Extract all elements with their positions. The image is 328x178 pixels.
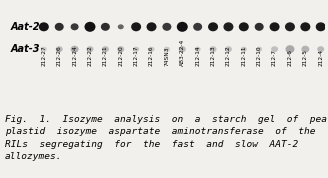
Text: 212-14: 212-14 [195,45,200,66]
Ellipse shape [131,22,141,31]
Ellipse shape [39,22,49,31]
Ellipse shape [255,23,264,31]
Ellipse shape [241,47,247,52]
Ellipse shape [239,22,249,31]
Text: 212-6: 212-6 [287,49,293,66]
Ellipse shape [195,47,201,52]
Text: AB3-22-4: AB3-22-4 [180,38,185,66]
Ellipse shape [71,46,79,53]
Ellipse shape [179,46,186,52]
Ellipse shape [193,23,202,31]
Ellipse shape [301,46,309,53]
Text: 212-22: 212-22 [88,45,92,66]
Ellipse shape [133,47,139,52]
Ellipse shape [85,22,95,32]
Text: Aat-2: Aat-2 [11,22,40,32]
Ellipse shape [55,23,64,31]
Ellipse shape [71,23,79,30]
Ellipse shape [208,22,218,31]
Text: 212-13: 212-13 [211,45,215,66]
Ellipse shape [270,22,279,31]
Text: 212-26: 212-26 [57,45,62,66]
Ellipse shape [271,46,278,52]
Ellipse shape [225,46,232,52]
Ellipse shape [87,46,93,52]
Text: 74SN3: 74SN3 [164,46,169,66]
Ellipse shape [147,22,156,31]
Ellipse shape [317,46,324,52]
Ellipse shape [162,23,172,31]
Ellipse shape [164,47,170,52]
Ellipse shape [101,23,110,31]
Text: 212-12: 212-12 [226,45,231,66]
Text: 212-5: 212-5 [303,49,308,66]
Text: 212-20: 212-20 [118,45,123,66]
Ellipse shape [177,22,188,32]
Ellipse shape [256,47,262,52]
Ellipse shape [210,46,216,52]
Text: Fig.  1.  Isozyme  analysis  on  a  starch  gel  of  pea
plastid  isozyme  aspar: Fig. 1. Isozyme analysis on a starch gel… [5,115,327,161]
Text: 212-4: 212-4 [318,49,323,66]
Text: 212-11: 212-11 [241,45,246,66]
Text: 212-21: 212-21 [103,45,108,66]
Ellipse shape [223,22,234,31]
Text: 212-10: 212-10 [257,45,262,66]
Ellipse shape [41,47,47,52]
Ellipse shape [300,22,310,31]
Text: 212-7: 212-7 [272,49,277,66]
Ellipse shape [118,24,124,29]
Ellipse shape [316,22,326,31]
Text: 212-17: 212-17 [133,45,139,66]
Text: 212-24: 212-24 [72,45,77,66]
Ellipse shape [285,45,295,53]
Ellipse shape [117,46,124,52]
Ellipse shape [285,22,295,31]
Ellipse shape [56,46,63,52]
Text: 212-16: 212-16 [149,45,154,66]
Text: 212-27: 212-27 [41,45,46,66]
Ellipse shape [149,47,154,52]
Text: Aat-3: Aat-3 [11,44,40,54]
Ellipse shape [102,46,109,52]
